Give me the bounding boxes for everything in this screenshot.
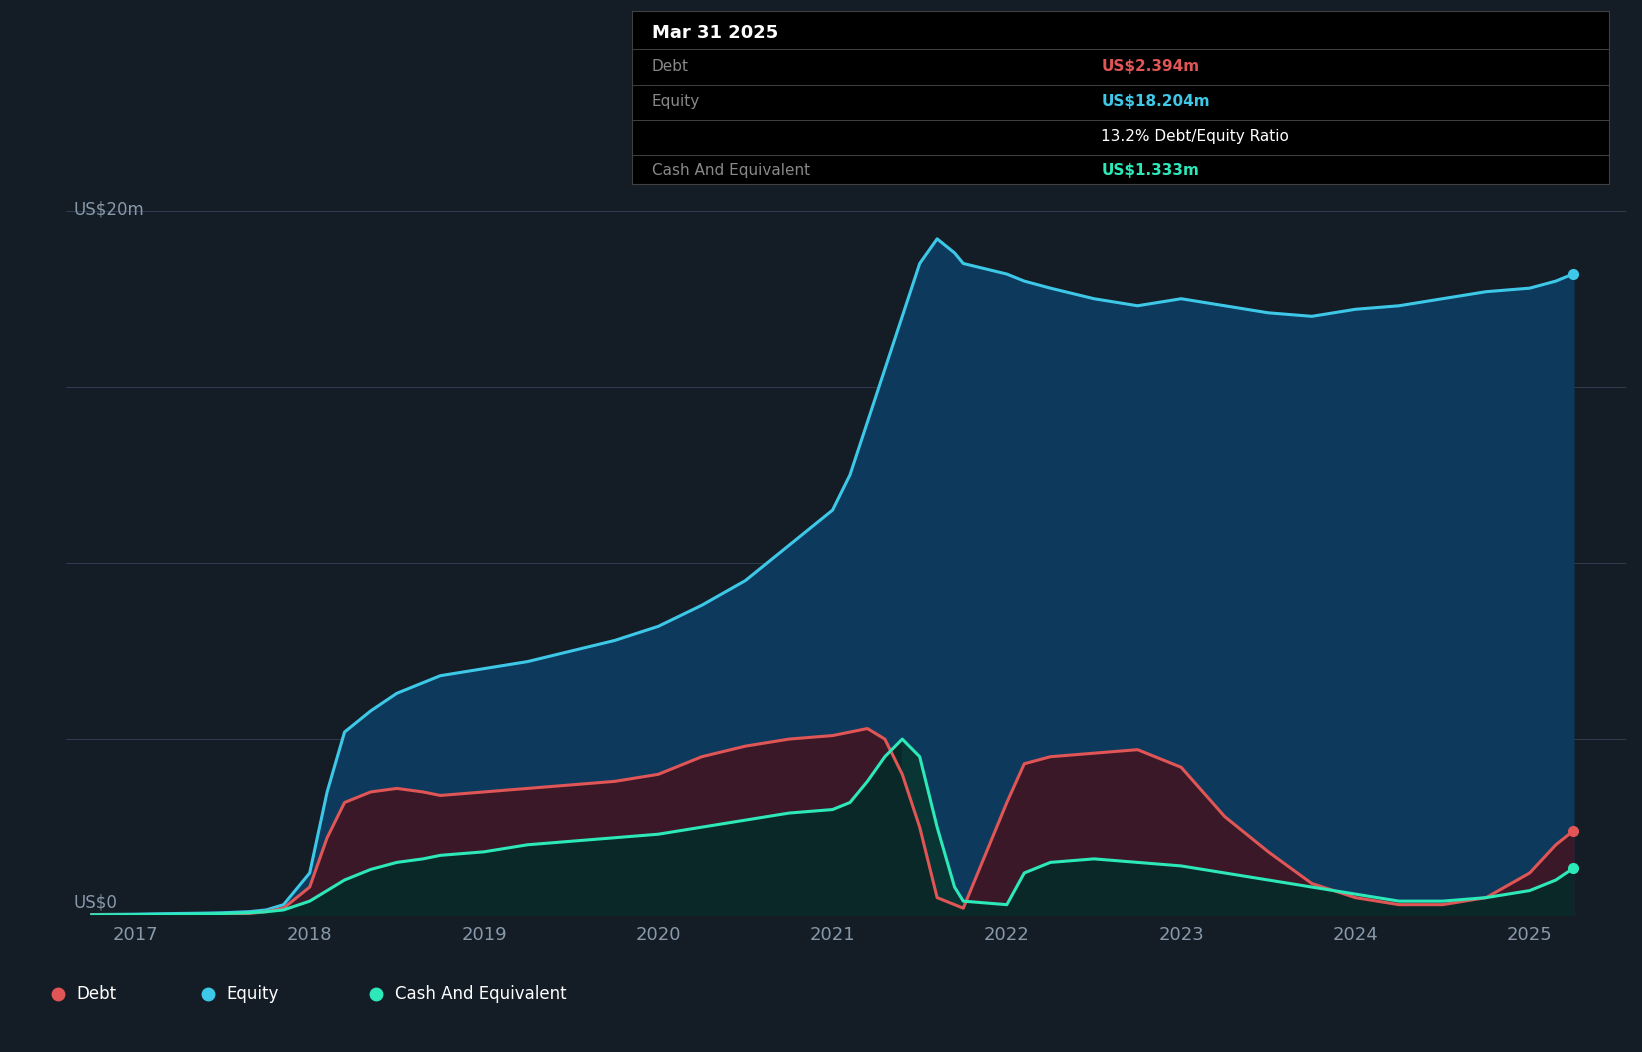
Text: US$0: US$0	[74, 893, 117, 911]
Text: Mar 31 2025: Mar 31 2025	[652, 24, 778, 42]
Text: Equity: Equity	[227, 985, 279, 1004]
Text: Debt: Debt	[652, 59, 688, 74]
Text: US$2.394m: US$2.394m	[1102, 59, 1199, 74]
Text: US$18.204m: US$18.204m	[1102, 94, 1210, 108]
Text: Equity: Equity	[652, 94, 699, 108]
Text: Cash And Equivalent: Cash And Equivalent	[394, 985, 566, 1004]
Text: Debt: Debt	[77, 985, 117, 1004]
Text: Cash And Equivalent: Cash And Equivalent	[652, 163, 810, 178]
Text: 13.2% Debt/Equity Ratio: 13.2% Debt/Equity Ratio	[1102, 128, 1289, 143]
Text: US$20m: US$20m	[74, 200, 144, 218]
Text: US$1.333m: US$1.333m	[1102, 163, 1199, 178]
